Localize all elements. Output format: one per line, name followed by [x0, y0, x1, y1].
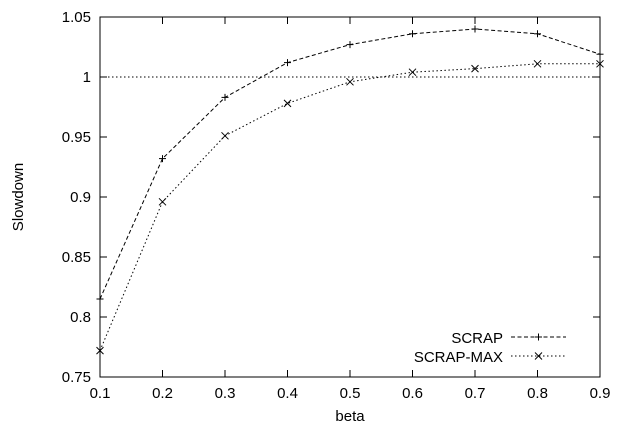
y-tick-label: 0.75 — [62, 369, 91, 386]
data-point — [347, 41, 354, 48]
x-tick-label: 0.9 — [590, 385, 611, 402]
y-axis-title: Slowdown — [10, 163, 27, 231]
x-tick-label: 0.7 — [465, 385, 486, 402]
legend-sample-scrap — [511, 334, 566, 341]
legend-marker — [535, 334, 542, 341]
series-layer — [97, 26, 604, 355]
data-point — [347, 78, 354, 85]
series-line-0 — [100, 29, 600, 299]
data-point — [159, 198, 166, 205]
data-point — [409, 30, 416, 37]
x-tick-label: 0.2 — [152, 385, 173, 402]
x-tick-label: 0.5 — [340, 385, 361, 402]
legend-label-scrap-max: SCRAP-MAX — [414, 349, 503, 366]
data-point — [409, 69, 416, 76]
data-point — [222, 132, 229, 139]
x-tick-label: 0.1 — [90, 385, 111, 402]
data-point — [284, 59, 291, 66]
axis-layer: 0.1 0.2 0.3 0.4 0.5 0.6 0.7 0.8 0.9 0.75 0.8 0.85 0.… — [62, 9, 611, 402]
x-tick-label: 0.6 — [402, 385, 423, 402]
data-point — [472, 26, 479, 33]
legend-label-scrap: SCRAP — [451, 330, 503, 347]
y-tick-label: 0.8 — [70, 309, 91, 326]
x-tick-label: 0.4 — [277, 385, 298, 402]
plot-frame — [100, 17, 600, 377]
legend-sample-scrap-max — [511, 353, 566, 360]
x-tick-label: 0.8 — [527, 385, 548, 402]
x-axis-title: beta — [335, 408, 365, 425]
y-tick-label: 0.9 — [70, 189, 91, 206]
series-line-1 — [100, 64, 600, 351]
y-tick-label: 0.85 — [62, 249, 91, 266]
y-tick-label: 1.05 — [62, 9, 91, 26]
data-point — [534, 60, 541, 67]
legend: SCRAP SCRAP-MAX — [414, 330, 566, 366]
x-tick-label: 0.3 — [215, 385, 236, 402]
data-point — [534, 30, 541, 37]
y-tick-label: 1 — [83, 69, 91, 86]
data-point — [284, 100, 291, 107]
y-tick-label: 0.95 — [62, 129, 91, 146]
